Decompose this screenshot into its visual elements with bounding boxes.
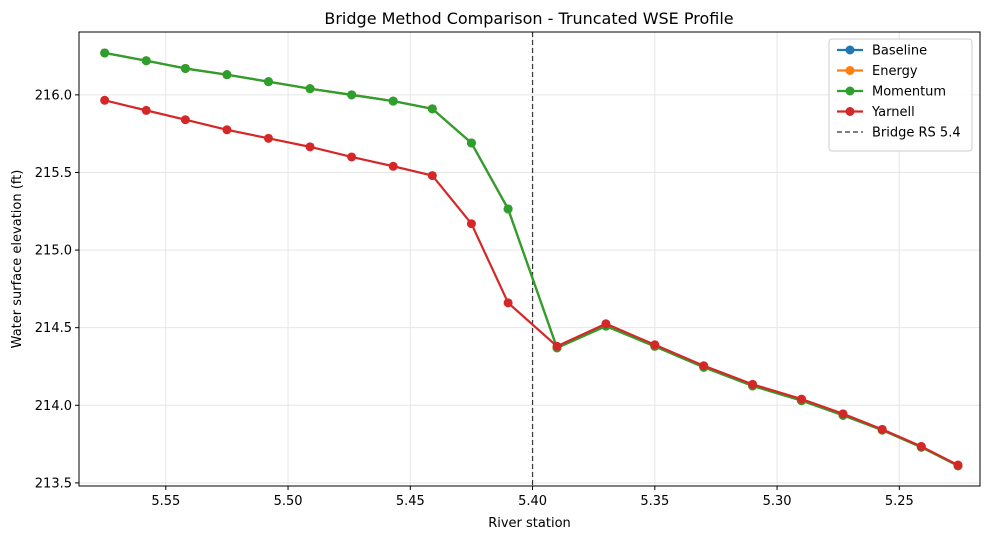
legend-label: Baseline (872, 44, 927, 59)
y-tick-label: 214.0 (35, 399, 72, 414)
data-point (305, 142, 315, 152)
x-tick-label: 5.55 (151, 494, 180, 509)
data-point (953, 460, 963, 470)
data-point (180, 63, 190, 73)
legend-label: Bridge RS 5.4 (872, 126, 961, 141)
data-point (748, 379, 758, 389)
data-point (388, 161, 398, 171)
data-point (222, 125, 232, 135)
data-point (100, 95, 110, 105)
x-tick-label: 5.35 (640, 494, 669, 509)
y-tick-label: 213.5 (35, 476, 72, 491)
data-point (427, 104, 437, 114)
axes: 5.55 5.50 5.45 5.40 5.35 5.30 5.25 213.5 214.0 21… (35, 88, 914, 509)
series-yarnell (100, 95, 963, 470)
data-point (141, 105, 151, 115)
data-point (388, 96, 398, 106)
legend-marker (845, 66, 855, 75)
x-tick-label: 5.50 (274, 494, 303, 509)
data-point (466, 219, 476, 229)
x-tick-label: 5.40 (518, 494, 547, 509)
data-point (699, 361, 709, 371)
data-point (180, 115, 190, 125)
data-point (466, 138, 476, 148)
data-point (916, 441, 926, 451)
data-point (797, 394, 807, 404)
legend-label: Momentum (872, 85, 946, 100)
data-point (601, 319, 611, 329)
data-point (552, 341, 562, 351)
x-tick-label: 5.45 (396, 494, 425, 509)
chart-title: Bridge Method Comparison - Truncated WSE… (324, 9, 733, 28)
x-tick-label: 5.25 (885, 494, 914, 509)
data-point (503, 298, 513, 308)
x-tick-label: 5.30 (763, 494, 792, 509)
y-axis-label: Water surface elevation (ft) (10, 170, 25, 349)
legend-label: Yarnell (871, 105, 915, 120)
data-point (427, 171, 437, 181)
grid (79, 32, 980, 486)
x-axis-label: River station (488, 516, 571, 531)
legend-box (828, 38, 973, 152)
data-point (305, 84, 315, 94)
y-tick-label: 214.5 (35, 321, 72, 336)
y-tick-label: 216.0 (35, 88, 72, 103)
data-point (838, 409, 848, 419)
y-tick-label: 215.0 (35, 244, 72, 259)
legend-label: Energy (872, 64, 918, 79)
data-point (263, 133, 273, 143)
data-point (650, 340, 660, 350)
data-point (263, 77, 273, 87)
data-point (222, 70, 232, 80)
data-point (503, 204, 513, 214)
data-point (877, 424, 887, 434)
legend-marker (845, 86, 855, 96)
legend: Baseline Energy Momentum Yarnell Bridge RS 5… (828, 38, 973, 152)
data-point (347, 152, 357, 162)
legend-marker (845, 107, 855, 116)
series-layer (100, 48, 963, 471)
data-point (347, 90, 357, 100)
data-point (100, 48, 110, 58)
plot-frame (78, 31, 981, 487)
legend-marker (845, 45, 855, 55)
data-point (141, 56, 151, 66)
y-tick-label: 215.5 (35, 166, 72, 181)
